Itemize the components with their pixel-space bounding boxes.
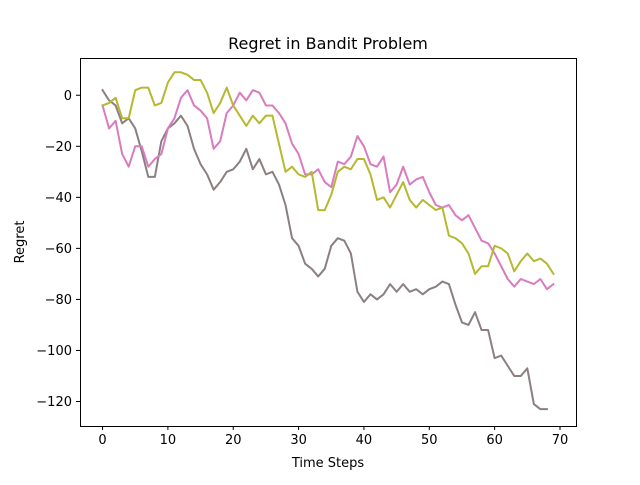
y-tick-label: −60 [45, 242, 72, 257]
y-axis-ticks: −120 −100 −80 −60 −40 −20 0 [36, 89, 80, 410]
chart-title: Regret in Bandit Problem [228, 34, 428, 53]
y-axis-label: Regret [13, 221, 28, 264]
y-tick-label: −100 [36, 344, 72, 359]
axes-layer [80, 58, 577, 427]
x-tick-label: 30 [290, 433, 307, 448]
x-tick-label: 60 [486, 433, 503, 448]
y-tick-label: −120 [36, 395, 72, 410]
x-tick-label: 50 [421, 433, 438, 448]
y-tick-label: 0 [64, 89, 72, 104]
series-line-1 [101, 88, 548, 411]
x-axis-label: Time Steps [291, 456, 365, 471]
series-layer [101, 71, 555, 411]
x-tick-label: 70 [552, 433, 569, 448]
plot-frame [80, 58, 577, 427]
series-line-3 [101, 71, 555, 276]
y-tick-label: −80 [45, 293, 72, 308]
y-tick-label: −40 [45, 191, 72, 206]
y-tick-label: −20 [45, 140, 72, 155]
x-tick-label: 0 [98, 433, 106, 448]
x-tick-label: 20 [225, 433, 242, 448]
x-axis-ticks: 0 10 20 30 40 50 60 70 [98, 426, 568, 448]
x-tick-label: 40 [356, 433, 373, 448]
series-line-2 [101, 89, 555, 291]
x-tick-label: 10 [160, 433, 177, 448]
